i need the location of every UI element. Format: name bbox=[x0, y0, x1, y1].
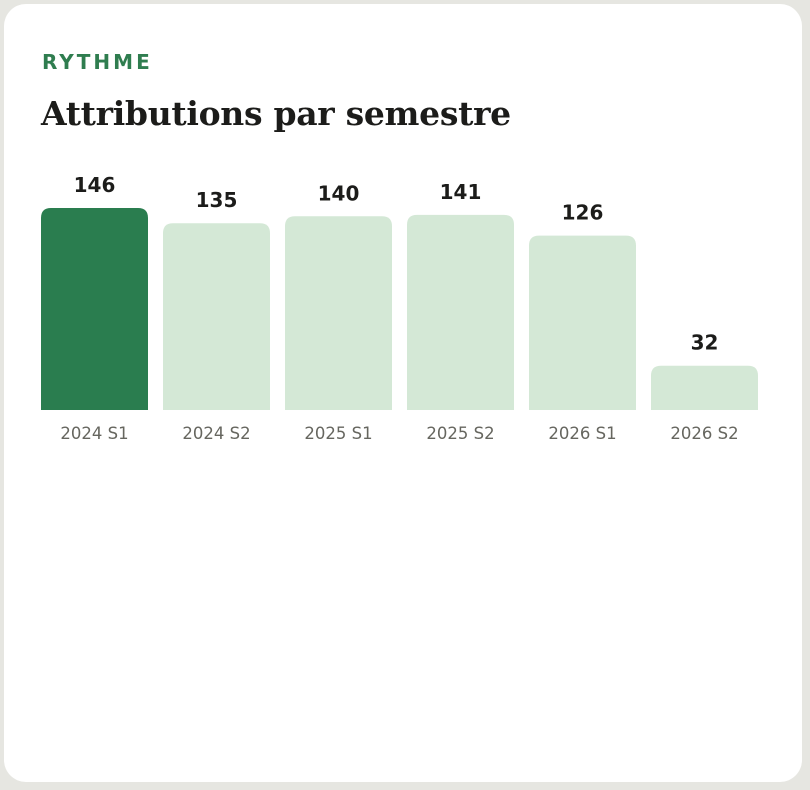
section-eyebrow: RYTHME bbox=[42, 50, 153, 74]
x-tick-label: 2024 S1 bbox=[60, 424, 128, 443]
bar-2025-s2 bbox=[407, 214, 514, 410]
x-tick-label: 2026 S2 bbox=[670, 424, 738, 443]
bar-chart: 146 2024 S1 135 2024 S2 140 2025 S1 141 2025 S2… bbox=[41, 173, 758, 443]
x-tick-label: 2024 S2 bbox=[182, 424, 250, 443]
x-tick-label: 2025 S2 bbox=[426, 424, 494, 443]
bar-2026-s2 bbox=[651, 365, 758, 410]
bar-2024-s2 bbox=[163, 223, 270, 410]
x-tick-label: 2025 S1 bbox=[304, 424, 372, 443]
chart-title: Attributions par semestre bbox=[41, 94, 511, 133]
bar-value-label: 140 bbox=[318, 181, 360, 205]
bar-2024-s1 bbox=[41, 208, 148, 410]
bar-value-label: 126 bbox=[562, 201, 604, 225]
chart-card: RYTHME Attributions par semestre 146 2024… bbox=[4, 4, 802, 782]
bar-value-label: 32 bbox=[691, 331, 719, 355]
bar-value-label: 135 bbox=[196, 188, 238, 212]
bar-2026-s1 bbox=[529, 235, 636, 410]
bar-value-label: 141 bbox=[440, 180, 482, 204]
x-tick-label: 2026 S1 bbox=[548, 424, 616, 443]
bar-value-label: 146 bbox=[74, 173, 116, 197]
bar-2025-s1 bbox=[285, 216, 392, 410]
